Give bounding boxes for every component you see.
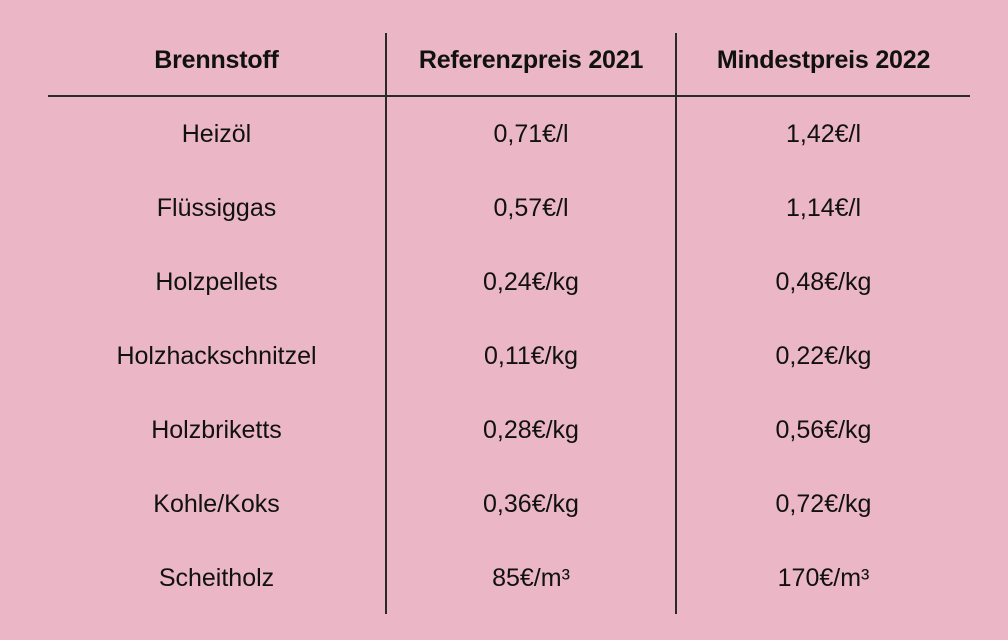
- reference-price-cell: 0,11€/kg: [483, 341, 579, 370]
- minimum-price-cell: 1,14€/l: [785, 193, 862, 222]
- minimum-price-cell: 0,56€/kg: [775, 415, 872, 444]
- header-reference-price: Referenzpreis 2021: [418, 45, 644, 74]
- table-row: Heizöl 0,71€/l 1,42€/l: [48, 114, 970, 154]
- reference-price-cell: 0,28€/kg: [483, 415, 579, 444]
- table-row: Scheitholz 85€/m³ 170€/m³: [48, 558, 970, 598]
- reference-price-cell: 0,24€/kg: [483, 267, 579, 296]
- table-row: Flüssiggas 0,57€/l 1,14€/l: [48, 188, 970, 228]
- fuel-cell: Holzbriketts: [151, 415, 282, 444]
- fuel-cell: Scheitholz: [158, 563, 275, 592]
- column-divider: [675, 33, 677, 614]
- minimum-price-cell: 0,48€/kg: [775, 267, 872, 296]
- reference-price-cell: 0,71€/l: [493, 119, 569, 148]
- fuel-cell: Kohle/Koks: [153, 489, 280, 518]
- header-divider: [48, 95, 970, 97]
- reference-price-cell: 0,57€/l: [493, 193, 569, 222]
- fuel-cell: Heizöl: [181, 119, 252, 148]
- reference-price-cell: 0,36€/kg: [483, 489, 579, 518]
- minimum-price-cell: 170€/m³: [777, 563, 870, 592]
- minimum-price-cell: 0,22€/kg: [775, 341, 872, 370]
- minimum-price-cell: 1,42€/l: [785, 119, 862, 148]
- fuel-cell: Flüssiggas: [156, 193, 277, 222]
- header-fuel: Brennstoff: [154, 45, 279, 74]
- fuel-cell: Holzpellets: [155, 267, 278, 296]
- table-row: Holzpellets 0,24€/kg 0,48€/kg: [48, 262, 970, 302]
- table-row: Kohle/Koks 0,36€/kg 0,72€/kg: [48, 484, 970, 524]
- reference-price-cell: 85€/m³: [492, 563, 570, 592]
- table-row: Holzbriketts 0,28€/kg 0,56€/kg: [48, 410, 970, 450]
- column-divider: [385, 33, 387, 614]
- fuel-cell: Holzhackschnitzel: [116, 341, 317, 370]
- header-minimum-price: Mindestpreis 2022: [716, 45, 931, 74]
- table-row: Holzhackschnitzel 0,11€/kg 0,22€/kg: [48, 336, 970, 376]
- table-header-row: Brennstoff Referenzpreis 2021 Mindestpre…: [48, 40, 970, 80]
- minimum-price-cell: 0,72€/kg: [775, 489, 872, 518]
- price-table: Brennstoff Referenzpreis 2021 Mindestpre…: [48, 33, 970, 614]
